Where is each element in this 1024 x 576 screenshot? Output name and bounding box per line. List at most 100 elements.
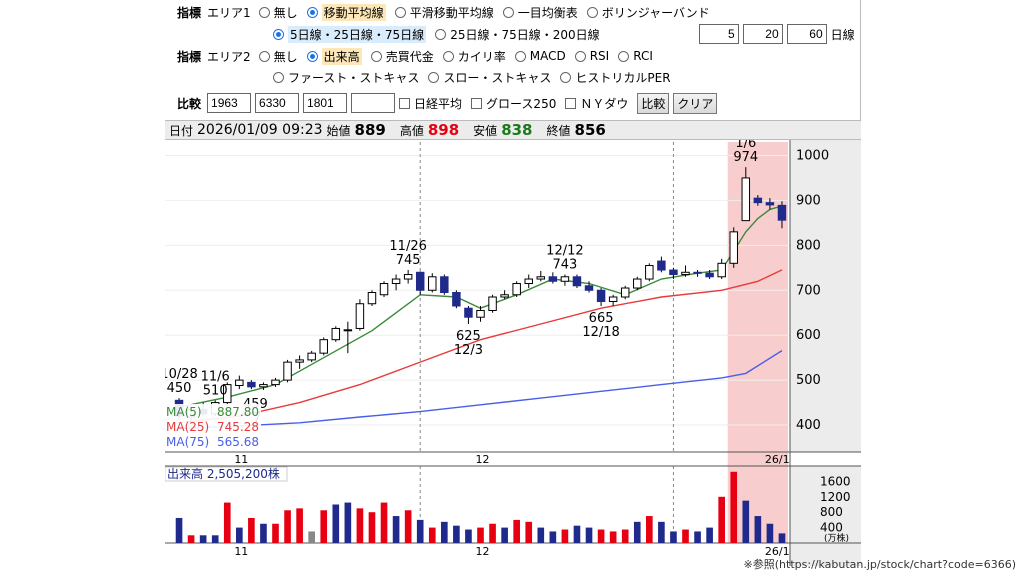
area1-option-label-3: 一目均衡表 xyxy=(517,5,578,20)
area2-row: 指標 エリア2 無し 出来高 売買代金 カイリ率 MACD RSI RCI xyxy=(177,46,662,66)
area2-option-0[interactable]: 無し xyxy=(258,48,298,65)
volume-tick-label: 400 xyxy=(820,521,843,535)
check-growth250[interactable]: グロース250 xyxy=(471,95,556,112)
volume-tick-label: 800 xyxy=(820,505,843,519)
area2-option-1[interactable]: 出来高 xyxy=(306,47,362,65)
compare-code-2-input[interactable] xyxy=(255,93,300,113)
ma-options: 5日線・25日線・75日線 25日線・75日線・200日線 xyxy=(273,25,609,43)
ma-legend-label: MA(25) xyxy=(166,420,209,434)
area2-option-3[interactable]: カイリ率 xyxy=(442,48,506,65)
area2b-option-2[interactable]: ヒストリカルPER xyxy=(560,69,671,86)
area2-radio-4[interactable] xyxy=(514,50,526,62)
area1-radio-3[interactable] xyxy=(502,6,514,18)
volume-title: 出来高 2,505,200株 xyxy=(167,466,280,481)
area2-radio-2[interactable] xyxy=(370,50,382,62)
area2b-option-0[interactable]: ファースト・ストキャス xyxy=(273,69,419,86)
area1-radio-2[interactable] xyxy=(394,6,406,18)
x-tick-label-volume: 12 xyxy=(476,545,490,558)
area2b-option-label-1: スロー・ストキャス xyxy=(443,70,552,85)
area2b-radio-1[interactable] xyxy=(428,71,440,83)
ma-legend-value: 887.80 xyxy=(217,405,259,419)
check-nydow[interactable]: ＮＹダウ xyxy=(565,95,628,112)
checkbox-growth250[interactable] xyxy=(471,97,483,109)
area2b-radio-0[interactable] xyxy=(273,71,284,83)
area2-radio-6[interactable] xyxy=(618,50,630,62)
clear-button[interactable]: クリア xyxy=(673,92,718,114)
high-label: 高値 xyxy=(399,123,424,138)
ma-radio-1[interactable] xyxy=(435,28,447,40)
volume-bar xyxy=(646,516,653,543)
area2-option-label-2: 売買代金 xyxy=(385,49,434,64)
ma-option-0[interactable]: 5日線・25日線・75日線 xyxy=(273,25,427,43)
area2-radio-1[interactable] xyxy=(306,50,318,62)
ma-legend-value: 565.68 xyxy=(217,435,259,449)
candle-body xyxy=(500,294,509,298)
price-info-bar: 日付 2026/01/09 09:23 始値 889 高値 898 安値 838… xyxy=(165,120,861,140)
ma-period-mid-input[interactable] xyxy=(742,24,783,44)
area2b-radio-2[interactable] xyxy=(560,71,572,83)
area1-option-4[interactable]: ボリンジャーバンド xyxy=(586,4,710,21)
volume-bar xyxy=(754,516,762,543)
low-value: 838 xyxy=(501,121,533,139)
date-strip xyxy=(165,452,861,466)
price-tick-label: 400 xyxy=(796,418,821,433)
volume-bar xyxy=(549,531,557,543)
area2b-option-1[interactable]: スロー・ストキャス xyxy=(428,69,551,86)
candle-body xyxy=(669,269,678,276)
area1-radio-0[interactable] xyxy=(258,6,270,18)
check-nikkei[interactable]: 日経平均 xyxy=(399,95,462,112)
candle-body xyxy=(693,271,702,274)
area2-option-4[interactable]: MACD xyxy=(514,48,566,65)
ma-period-short-input[interactable] xyxy=(698,24,739,44)
annotation-date: 12/18 xyxy=(582,325,619,340)
area2-option-2[interactable]: 売買代金 xyxy=(370,48,434,65)
area1-option-3[interactable]: 一目均衡表 xyxy=(502,4,578,21)
area1-option-2[interactable]: 平滑移動平均線 xyxy=(394,4,494,21)
volume-bar xyxy=(561,529,569,543)
area2-radio-3[interactable] xyxy=(442,50,454,62)
volume-bar xyxy=(694,531,701,543)
area1-option-0[interactable]: 無し xyxy=(258,4,298,21)
ma-legend-value: 745.28 xyxy=(217,420,259,434)
area1-radio-1[interactable] xyxy=(306,6,318,18)
chart-panel: 指標 エリア1 無し 移動平均線 平滑移動平均線 一目均衡表 ボリンジャーバンド 5日線… xyxy=(165,0,861,566)
compare-code-4-input[interactable] xyxy=(351,93,396,113)
area1-radio-4[interactable] xyxy=(586,6,598,18)
annotation-price: 745 xyxy=(396,253,421,268)
compare-code-1-input[interactable] xyxy=(207,93,252,113)
ma-option-1[interactable]: 25日線・75日線・200日線 xyxy=(435,26,600,43)
volume-bar xyxy=(501,527,508,543)
area1-option-1[interactable]: 移動平均線 xyxy=(306,3,386,21)
x-tick-label-volume: 11 xyxy=(234,545,248,558)
checkbox-nikkei[interactable] xyxy=(399,97,411,109)
ma-radio-0[interactable] xyxy=(273,28,284,40)
compare-code-3-input[interactable] xyxy=(303,93,348,113)
candle-body xyxy=(524,278,533,285)
source-text: ※参照(https://kabutan.jp/stock/chart?code=… xyxy=(743,558,1016,571)
price-tick-label: 500 xyxy=(796,373,821,388)
volume-bar xyxy=(621,529,629,543)
candle-body xyxy=(271,379,280,386)
candle-body xyxy=(741,177,751,222)
volume-bar xyxy=(332,504,340,543)
x-tick-label: 12 xyxy=(476,453,490,466)
volume-bar xyxy=(597,529,605,543)
candle-body xyxy=(548,276,558,282)
ma-period-long-input[interactable] xyxy=(786,24,827,44)
area2-option-5[interactable]: RSI xyxy=(574,48,609,65)
area2-radio-5[interactable] xyxy=(574,50,586,62)
compare-button[interactable]: 比較 xyxy=(637,92,670,114)
checkbox-nydow[interactable] xyxy=(565,97,577,109)
volume-bar xyxy=(428,527,436,543)
area2-radio-0[interactable] xyxy=(258,50,270,62)
candle-body xyxy=(379,283,389,296)
volume-tick-label: 1600 xyxy=(820,474,851,488)
area2-option-6[interactable]: RCI xyxy=(618,48,653,65)
volume-bar xyxy=(175,517,183,543)
volume-bar xyxy=(248,517,255,543)
datetime-value: 2026/01/09 09:23 xyxy=(197,122,323,138)
candle-body xyxy=(428,276,437,291)
candle-body xyxy=(415,271,425,291)
check-nikkei-label: 日経平均 xyxy=(414,96,463,111)
volume-bar xyxy=(489,523,496,543)
